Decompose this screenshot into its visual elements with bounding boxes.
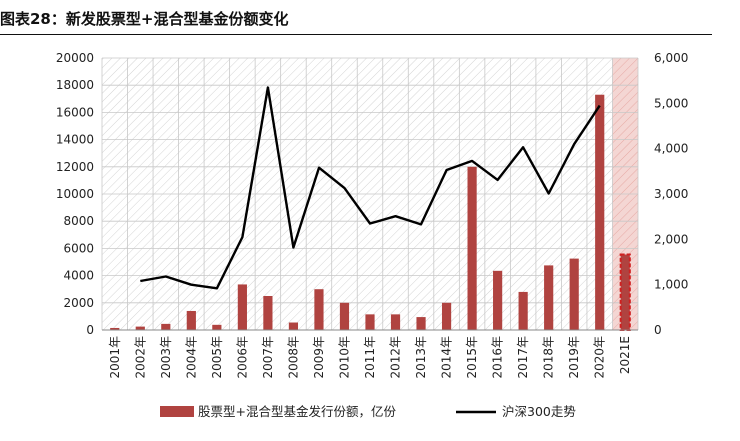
legend-label-bar: 股票型+混合型基金发行份额，亿份	[198, 404, 396, 419]
x-tick-label: 2020年	[593, 336, 607, 379]
legend-label-line: 沪深300走势	[502, 404, 576, 419]
title-rule	[0, 34, 712, 35]
bar	[314, 289, 324, 330]
bar	[569, 258, 579, 330]
bar	[135, 326, 145, 330]
y-left-tick-label: 6000	[63, 241, 94, 255]
bar	[110, 327, 120, 330]
bar	[263, 296, 273, 330]
x-tick-label: 2011年	[363, 336, 377, 379]
x-tick-label: 2018年	[542, 336, 556, 379]
x-tick-label: 2006年	[235, 336, 249, 379]
bar-estimate	[619, 253, 631, 332]
y-left-tick-label: 16000	[56, 105, 94, 119]
y-right-tick-label: 5,000	[654, 96, 688, 110]
bar	[595, 94, 605, 330]
bar	[493, 270, 503, 330]
bar	[390, 314, 401, 330]
x-tick-label: 2002年	[133, 336, 147, 379]
x-tick-label: 2008年	[286, 336, 300, 379]
x-tick-label: 2013年	[414, 336, 428, 379]
line-series-hs300	[140, 86, 601, 290]
x-tick-label: 2003年	[159, 336, 173, 379]
y-left-tick-label: 0	[86, 323, 94, 337]
bar	[288, 322, 299, 330]
x-tick-label: 2015年	[465, 336, 479, 379]
y-right-tick-label: 6,000	[654, 51, 688, 65]
x-tick-label: 2009年	[312, 336, 326, 379]
y-left-tick-label: 12000	[56, 160, 94, 174]
bar	[365, 314, 375, 330]
x-tick-label: 2012年	[389, 336, 403, 379]
y-left-tick-label: 8000	[63, 214, 94, 228]
bar	[467, 166, 477, 330]
bar	[161, 323, 171, 330]
y-left-tick-label: 14000	[56, 133, 94, 147]
y-left-tick-label: 20000	[56, 51, 94, 65]
x-tick-label: 2021E	[618, 336, 632, 374]
y-right-tick-label: 3,000	[654, 187, 688, 201]
bar	[237, 284, 247, 330]
y-right-tick-label: 4,000	[654, 142, 688, 156]
x-tick-label: 2017年	[516, 336, 530, 379]
y-right-tick-label: 1,000	[654, 278, 688, 292]
y-right-tick-label: 2,000	[654, 232, 688, 246]
x-tick-label: 2016年	[491, 336, 505, 379]
bar	[186, 310, 196, 330]
bar	[441, 302, 452, 330]
y-left-tick-label: 18000	[56, 78, 94, 92]
bar	[212, 324, 222, 330]
figure-title: 图表28：新发股票型+混合型基金份额变化	[0, 10, 289, 28]
x-tick-label: 2010年	[337, 336, 351, 379]
bar	[339, 302, 350, 330]
bar	[416, 317, 426, 330]
y-left-tick-label: 2000	[63, 296, 94, 310]
x-tick-label: 2019年	[567, 336, 581, 379]
x-tick-label: 2014年	[440, 336, 454, 379]
bar	[544, 265, 554, 330]
legend-swatch-bar	[160, 406, 194, 417]
y-left-tick-label: 10000	[56, 187, 94, 201]
x-tick-label: 2005年	[210, 336, 224, 379]
x-tick-label: 2007年	[261, 336, 275, 379]
y-left-tick-label: 4000	[63, 269, 94, 283]
y-right-tick-label: 0	[654, 323, 662, 337]
x-tick-label: 2004年	[184, 336, 198, 379]
x-tick-label: 2001年	[108, 336, 122, 379]
bar	[518, 291, 528, 330]
